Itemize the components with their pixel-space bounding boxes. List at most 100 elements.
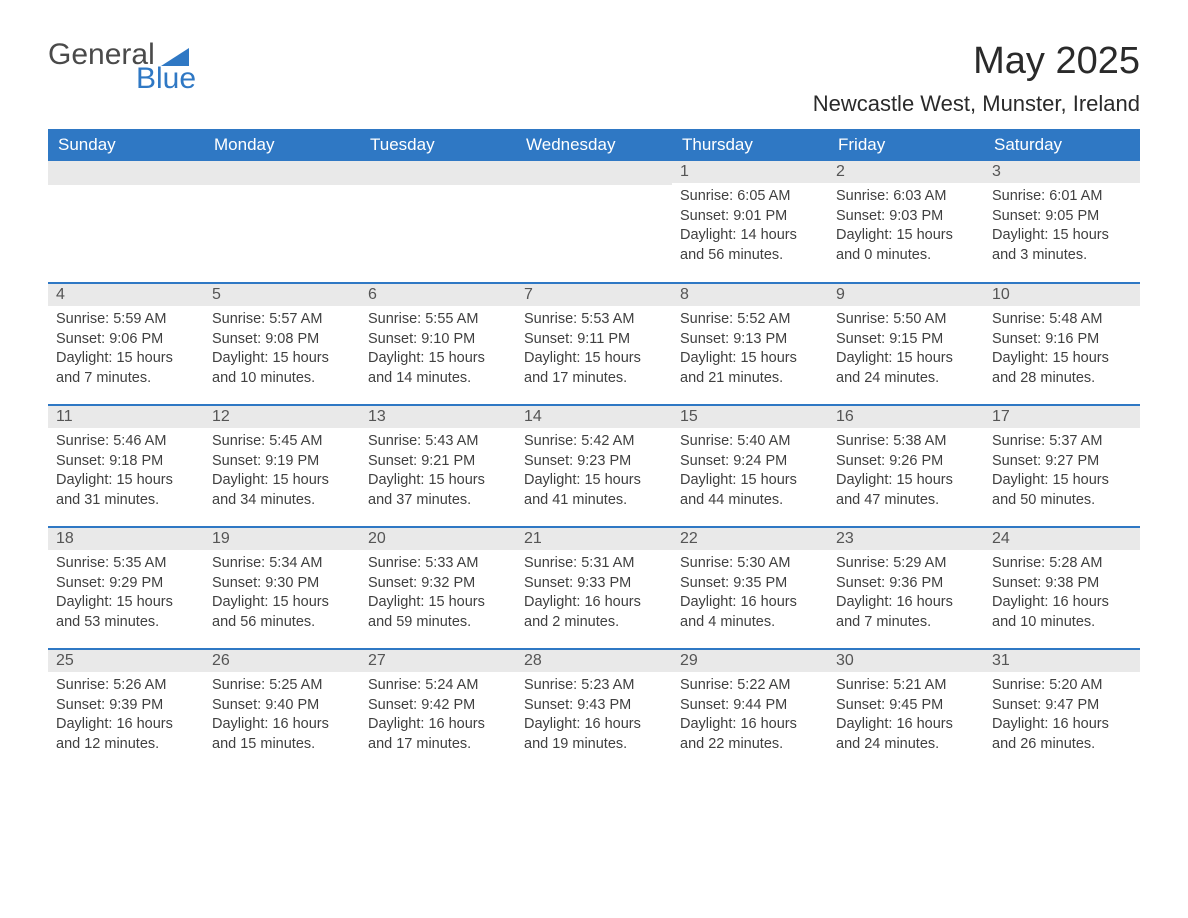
day-number: 14 (516, 406, 672, 428)
day-number: 18 (48, 528, 204, 550)
sunrise-line: Sunrise: 5:37 AM (992, 432, 1132, 452)
day-number: 29 (672, 650, 828, 672)
day-cell: 4Sunrise: 5:59 AMSunset: 9:06 PMDaylight… (48, 283, 204, 405)
day-details: Sunrise: 5:38 AMSunset: 9:26 PMDaylight:… (828, 428, 984, 518)
day-details: Sunrise: 5:31 AMSunset: 9:33 PMDaylight:… (516, 550, 672, 640)
daylight-line: Daylight: 15 hours and 14 minutes. (368, 349, 508, 388)
sunrise-line: Sunrise: 5:48 AM (992, 310, 1132, 330)
day-number: 11 (48, 406, 204, 428)
daylight-line: Daylight: 15 hours and 3 minutes. (992, 226, 1132, 265)
day-details: Sunrise: 5:55 AMSunset: 9:10 PMDaylight:… (360, 306, 516, 396)
day-number: 3 (984, 161, 1140, 183)
day-number: 7 (516, 284, 672, 306)
week-row: 11Sunrise: 5:46 AMSunset: 9:18 PMDayligh… (48, 405, 1140, 527)
day-number: 28 (516, 650, 672, 672)
daylight-line: Daylight: 16 hours and 4 minutes. (680, 593, 820, 632)
week-row: 1 Sunrise: 6:05 AMSunset: 9:01 PM Daylight… (48, 161, 1140, 283)
day-details: Sunrise: 5:22 AMSunset: 9:44 PMDaylight:… (672, 672, 828, 762)
sunset-line: Sunset: 9:21 PM (368, 452, 508, 472)
title-block: May 2025 Newcastle West, Munster, Irelan… (813, 40, 1140, 117)
sunrise-line: Sunrise: 6:05 AM (680, 187, 820, 207)
day-details: Sunrise: 5:29 AMSunset: 9:36 PMDaylight:… (828, 550, 984, 640)
daylight-line: Daylight: 15 hours and 17 minutes. (524, 349, 664, 388)
day-details: Sunrise: 5:30 AMSunset: 9:35 PMDaylight:… (672, 550, 828, 640)
day-number: 5 (204, 284, 360, 306)
sunset-line: Sunset: 9:43 PM (524, 696, 664, 716)
day-cell: 7Sunrise: 5:53 AMSunset: 9:11 PMDaylight… (516, 283, 672, 405)
day-details: Sunrise: 5:45 AMSunset: 9:19 PMDaylight:… (204, 428, 360, 518)
day-details: Sunrise: 5:53 AMSunset: 9:11 PMDaylight:… (516, 306, 672, 396)
day-cell: 16Sunrise: 5:38 AMSunset: 9:26 PMDayligh… (828, 405, 984, 527)
day-cell: 18Sunrise: 5:35 AMSunset: 9:29 PMDayligh… (48, 527, 204, 649)
daylight-line: Daylight: 15 hours and 53 minutes. (56, 593, 196, 632)
daylight-line: Daylight: 16 hours and 26 minutes. (992, 715, 1132, 754)
day-cell: 22Sunrise: 5:30 AMSunset: 9:35 PMDayligh… (672, 527, 828, 649)
day-details: Sunrise: 5:34 AMSunset: 9:30 PMDaylight:… (204, 550, 360, 640)
sunrise-line: Sunrise: 5:38 AM (836, 432, 976, 452)
sunrise-line: Sunrise: 5:57 AM (212, 310, 352, 330)
daylight-line: Daylight: 15 hours and 44 minutes. (680, 471, 820, 510)
day-details: Sunrise: 5:48 AMSunset: 9:16 PMDaylight:… (984, 306, 1140, 396)
sunrise-line: Sunrise: 5:40 AM (680, 432, 820, 452)
day-cell: 1Sunrise: 6:05 AMSunset: 9:01 PMDaylight… (672, 161, 828, 283)
logo-triangle-icon (161, 48, 189, 66)
day-details: Sunrise: 5:25 AMSunset: 9:40 PMDaylight:… (204, 672, 360, 762)
day-details: Sunrise: 5:26 AMSunset: 9:39 PMDaylight:… (48, 672, 204, 762)
daylight-line: Daylight: 16 hours and 15 minutes. (212, 715, 352, 754)
day-number: 22 (672, 528, 828, 550)
day-details: Sunrise: 5:23 AMSunset: 9:43 PMDaylight:… (516, 672, 672, 762)
location-subtitle: Newcastle West, Munster, Ireland (813, 91, 1140, 117)
day-cell: 17Sunrise: 5:37 AMSunset: 9:27 PMDayligh… (984, 405, 1140, 527)
empty-day-bar (48, 161, 204, 185)
empty-day-bar (204, 161, 360, 185)
week-row: 4Sunrise: 5:59 AMSunset: 9:06 PMDaylight… (48, 283, 1140, 405)
day-cell: 19Sunrise: 5:34 AMSunset: 9:30 PMDayligh… (204, 527, 360, 649)
sunrise-line: Sunrise: 5:20 AM (992, 676, 1132, 696)
sunrise-line: Sunrise: 5:45 AM (212, 432, 352, 452)
sunrise-line: Sunrise: 5:33 AM (368, 554, 508, 574)
sunset-line: Sunset: 9:40 PM (212, 696, 352, 716)
daylight-line: Daylight: 15 hours and 41 minutes. (524, 471, 664, 510)
day-cell: 25Sunrise: 5:26 AMSunset: 9:39 PMDayligh… (48, 649, 204, 771)
sunrise-line: Sunrise: 5:35 AM (56, 554, 196, 574)
day-cell: 28Sunrise: 5:23 AMSunset: 9:43 PMDayligh… (516, 649, 672, 771)
daylight-line: Daylight: 15 hours and 34 minutes. (212, 471, 352, 510)
col-wednesday: Wednesday (516, 129, 672, 161)
day-cell (204, 161, 360, 283)
day-number: 30 (828, 650, 984, 672)
day-number: 15 (672, 406, 828, 428)
day-cell: 5Sunrise: 5:57 AMSunset: 9:08 PMDaylight… (204, 283, 360, 405)
daylight-line: Daylight: 15 hours and 10 minutes. (212, 349, 352, 388)
day-details: Sunrise: 5:43 AMSunset: 9:21 PMDaylight:… (360, 428, 516, 518)
day-cell: 27Sunrise: 5:24 AMSunset: 9:42 PMDayligh… (360, 649, 516, 771)
day-cell: 12Sunrise: 5:45 AMSunset: 9:19 PMDayligh… (204, 405, 360, 527)
header: General Blue May 2025 Newcastle West, Mu… (48, 40, 1140, 117)
day-details: Sunrise: 5:24 AMSunset: 9:42 PMDaylight:… (360, 672, 516, 762)
day-cell: 23Sunrise: 5:29 AMSunset: 9:36 PMDayligh… (828, 527, 984, 649)
empty-day-bar (360, 161, 516, 185)
day-number: 9 (828, 284, 984, 306)
sunset-line: Sunset: 9:42 PM (368, 696, 508, 716)
col-monday: Monday (204, 129, 360, 161)
daylight-line: Daylight: 16 hours and 12 minutes. (56, 715, 196, 754)
day-details: Sunrise: 5:20 AMSunset: 9:47 PMDaylight:… (984, 672, 1140, 762)
daylight-line: Daylight: 15 hours and 56 minutes. (212, 593, 352, 632)
sunset-line: Sunset: 9:36 PM (836, 574, 976, 594)
daylight-line: Daylight: 15 hours and 0 minutes. (836, 226, 976, 265)
daylight-line: Daylight: 15 hours and 7 minutes. (56, 349, 196, 388)
day-cell: 30Sunrise: 5:21 AMSunset: 9:45 PMDayligh… (828, 649, 984, 771)
sunset-line: Sunset: 9:39 PM (56, 696, 196, 716)
day-number: 1 (672, 161, 828, 183)
sunrise-line: Sunrise: 5:29 AM (836, 554, 976, 574)
day-number: 25 (48, 650, 204, 672)
day-number: 26 (204, 650, 360, 672)
col-saturday: Saturday (984, 129, 1140, 161)
day-cell: 29Sunrise: 5:22 AMSunset: 9:44 PMDayligh… (672, 649, 828, 771)
sunrise-line: Sunrise: 5:24 AM (368, 676, 508, 696)
sunset-line: Sunset: 9:01 PM (680, 207, 820, 227)
sunset-line: Sunset: 9:33 PM (524, 574, 664, 594)
sunset-line: Sunset: 9:13 PM (680, 330, 820, 350)
col-sunday: Sunday (48, 129, 204, 161)
sunrise-line: Sunrise: 5:52 AM (680, 310, 820, 330)
sunrise-line: Sunrise: 5:26 AM (56, 676, 196, 696)
